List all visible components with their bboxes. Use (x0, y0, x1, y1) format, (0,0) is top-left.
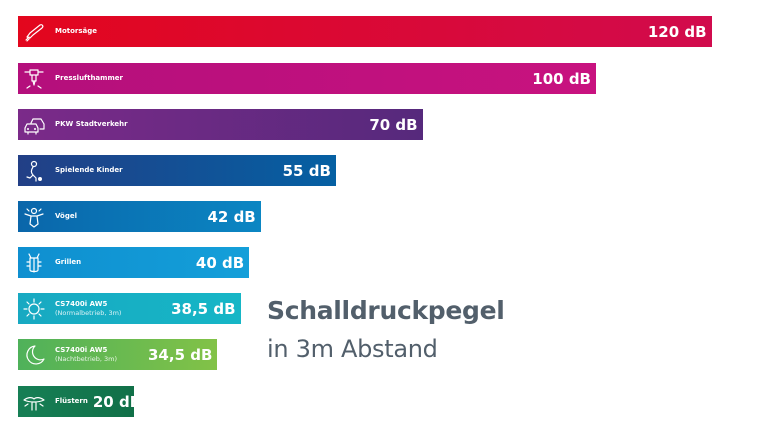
value-label: 34,5 dB (148, 345, 213, 364)
value-label: 120 dB (647, 22, 707, 41)
value-label: 42 dB (207, 207, 256, 226)
bar-2: PKW Stadtverkehr 70 dB (18, 109, 423, 140)
value-label: 100 dB (532, 69, 591, 88)
cricket-icon (23, 252, 45, 274)
category-label: Vögel (55, 212, 78, 220)
chainsaw-icon (23, 21, 45, 43)
category-name: CS7400i AW5 (55, 345, 108, 354)
category-label: CS7400i AW5 (Normalbetrieb, 3m) (55, 300, 121, 318)
category-note: (Nachtbetrieb, 3m) (55, 354, 118, 363)
category-label: PKW Stadtverkehr (55, 120, 128, 128)
category-label: Motorsäge (55, 27, 98, 35)
category-label: Grillen (55, 258, 82, 266)
cars-icon (23, 114, 45, 136)
value-label: 38,5 dB (171, 299, 236, 318)
value-label: 55 dB (282, 161, 331, 180)
bar-4: Vögel 42 dB (18, 201, 261, 232)
category-label: Spielende Kinder (55, 166, 123, 174)
chart-title: Schalldruckpegel (267, 296, 505, 325)
jackhammer-icon (23, 68, 45, 90)
chart-subtitle: in 3m Abstand (267, 335, 438, 363)
bar-0: Motorsäge 120 dB (18, 16, 712, 47)
sun-icon (23, 297, 45, 320)
bar-5: Grillen 40 dB (18, 247, 250, 278)
value-label: 70 dB (369, 115, 418, 134)
bar-7: CS7400i AW5 (Nachtbetrieb, 3m) 34,5 dB (18, 339, 218, 370)
bar-3: Spielende Kinder 55 dB (18, 155, 336, 186)
value-label: 20 dB (92, 392, 142, 411)
category-label: Presslufthammer (55, 74, 123, 82)
category-label: CS7400i AW5 (Nachtbetrieb, 3m) (55, 346, 117, 364)
moon-icon (23, 344, 45, 366)
bird-icon (23, 206, 45, 228)
child-playing-icon (23, 160, 45, 182)
category-label: Flüstern (55, 397, 88, 405)
category-name: CS7400i AW5 (55, 299, 108, 308)
value-label: 40 dB (195, 253, 245, 272)
bar-1: Presslufthammer 100 dB (18, 63, 596, 94)
bar-6: CS7400i AW5 (Normalbetrieb, 3m) 38,5 dB (18, 293, 241, 324)
bar-8: Flüstern 20 dB (18, 386, 141, 417)
whisper-icon (23, 391, 45, 413)
category-note: (Normalbetrieb, 3m) (55, 308, 122, 317)
